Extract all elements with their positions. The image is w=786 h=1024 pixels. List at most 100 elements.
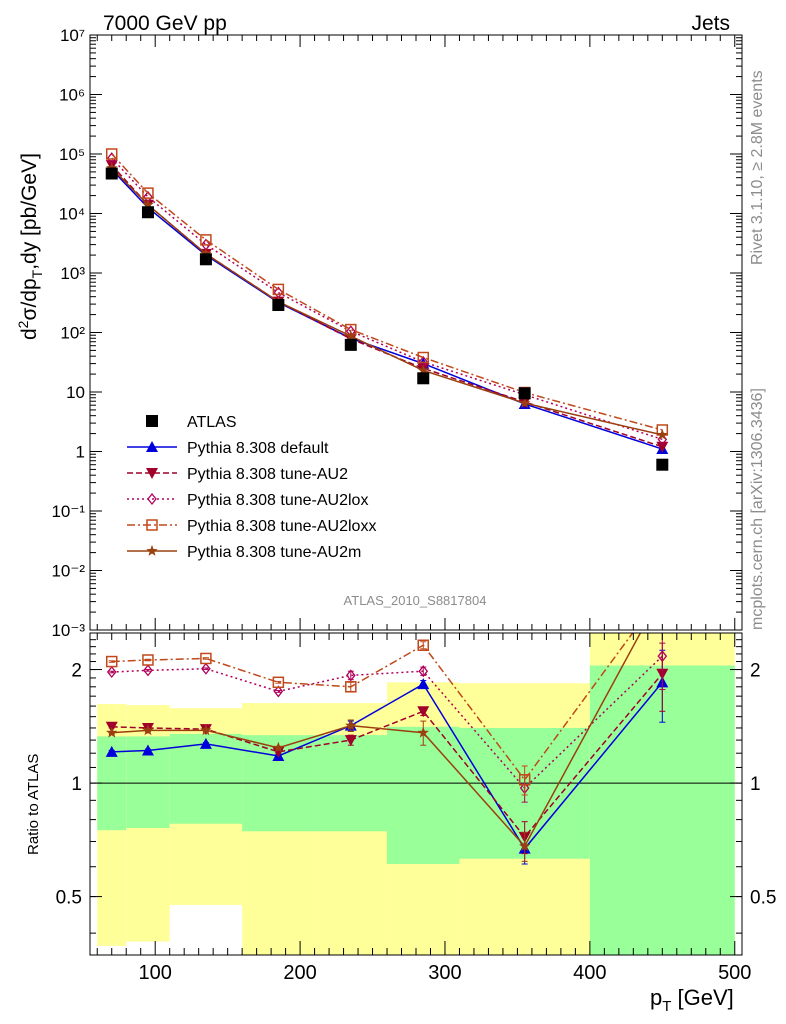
data-point <box>272 283 285 296</box>
main-ylabel: d2σ/dpT,dy [pb/GeV] <box>15 153 45 340</box>
x-tick-label: 400 <box>573 962 606 984</box>
ratio-point <box>344 735 357 747</box>
series-line <box>111 164 663 448</box>
ratio-series-line <box>111 673 663 839</box>
analysis-id: ATLAS_2010_S8817804 <box>344 593 487 608</box>
legend-marker <box>146 519 158 531</box>
main-panel: 10⁻³ 10⁻² 10⁻¹ 1 10 10² 10³ 10⁴ 10⁵ 10⁶ 10⁷ <box>51 26 743 640</box>
ratio-ylabel: Ratio to ATLAS <box>25 754 42 855</box>
atlas-point <box>518 387 531 400</box>
y-tick-label: 10² <box>60 324 85 343</box>
legend-marker <box>146 468 158 479</box>
uncertainty-band-inner <box>387 726 460 865</box>
ratio-series-line <box>111 633 642 848</box>
y-tick-label: 10⁴ <box>59 205 85 224</box>
ratio-point <box>273 685 284 698</box>
mcplots-label: mcplots.cern.ch [arXiv:1306.3436] <box>749 388 766 630</box>
ratio-y-tick-label: 2 <box>71 661 82 682</box>
x-tick-label: 100 <box>139 962 172 984</box>
ratio-point <box>518 774 531 786</box>
ratio-y-tick-label-right: 0.5 <box>750 888 776 909</box>
y-tick-label: 10⁶ <box>59 86 85 105</box>
legend-label-default: Pythia 8.308 default <box>187 440 329 457</box>
series-line <box>111 157 663 441</box>
y-tick-label: 1 <box>76 443 85 462</box>
ratio-point <box>418 665 429 678</box>
legend-label-au2m: Pythia 8.308 tune-AU2m <box>187 544 361 561</box>
legend-label-au2: Pythia 8.308 tune-AU2 <box>187 466 348 483</box>
data-point <box>142 187 154 199</box>
legend-marker <box>146 415 158 427</box>
data-point <box>656 441 669 453</box>
ratio-series-line <box>111 655 663 790</box>
atlas-point <box>141 206 154 219</box>
atlas-point <box>105 167 118 180</box>
data-point <box>519 397 531 408</box>
ratio-point <box>345 681 357 693</box>
x-tick-label: 300 <box>428 962 461 984</box>
data-point <box>105 148 118 160</box>
legend-marker <box>146 441 158 452</box>
header-left: 7000 GeV pp <box>103 12 227 35</box>
y-tick-label: 10³ <box>60 264 85 283</box>
atlas-point <box>656 458 669 471</box>
ratio-point <box>143 664 153 677</box>
legend-marker <box>147 492 157 506</box>
header-right: Jets <box>691 12 730 35</box>
x-axis-label: pT [GeV] <box>650 985 734 1015</box>
y-tick-label: 10 <box>66 383 85 402</box>
atlas-point <box>417 372 430 385</box>
ratio-point <box>417 706 430 718</box>
y-tick-label: 10⁻³ <box>51 621 85 640</box>
ratio-point <box>201 662 211 675</box>
data-point <box>142 198 154 210</box>
ratio-point <box>105 745 118 757</box>
ratio-point <box>105 655 118 668</box>
y-tick-label: 10⁻² <box>51 562 85 581</box>
ratio-series-group <box>105 633 669 865</box>
data-point <box>345 330 357 341</box>
data-point <box>200 234 212 246</box>
ratio-point <box>141 744 154 756</box>
y-tick-label: 10⁻¹ <box>51 502 85 521</box>
ratio-point <box>200 652 212 665</box>
ratio-point <box>417 678 430 690</box>
atlas-point <box>344 338 357 351</box>
x-tick-label: 500 <box>718 962 751 984</box>
ratio-point <box>417 639 429 651</box>
ratio-point <box>142 724 154 736</box>
ratio-point <box>345 719 357 731</box>
ratio-point <box>657 650 668 663</box>
legend: ATLAS Pythia 8.308 default Pythia 8.308 … <box>127 414 376 561</box>
ratio-point <box>417 726 429 738</box>
atlas-point <box>272 298 285 311</box>
ratio-point <box>199 737 212 749</box>
data-point <box>417 364 429 376</box>
x-tick-label: 200 <box>283 962 316 984</box>
series-line <box>111 153 663 431</box>
ratio-y-tick-label: 0.5 <box>56 888 82 909</box>
ratio-point <box>519 840 531 852</box>
ratio-point <box>106 665 117 679</box>
legend-label-au2lox: Pythia 8.308 tune-AU2lox <box>187 492 368 509</box>
legend-label-au2loxx: Pythia 8.308 tune-AU2loxx <box>187 518 376 535</box>
atlas-point <box>199 253 212 266</box>
ratio-panel: 0.5 0.5 1 1 2 2 100 200 300 400 500 <box>56 632 776 984</box>
y-tick-label: 10⁵ <box>59 145 85 164</box>
data-point <box>417 351 429 364</box>
ratio-point <box>142 654 154 666</box>
main-frame <box>89 34 743 631</box>
ratio-point <box>345 669 356 682</box>
legend-label-atlas: ATLAS <box>187 414 237 431</box>
data-point <box>656 428 668 440</box>
ratio-point <box>106 726 118 738</box>
series-line <box>111 167 663 436</box>
data-point <box>106 162 118 173</box>
y-tick-label: 10⁷ <box>60 26 85 45</box>
ratio-y-tick-label: 1 <box>71 774 82 795</box>
ratio-y-tick-label-right: 2 <box>750 661 761 682</box>
ratio-point <box>200 724 212 736</box>
ratio-point <box>272 741 285 753</box>
legend-marker <box>146 545 158 556</box>
